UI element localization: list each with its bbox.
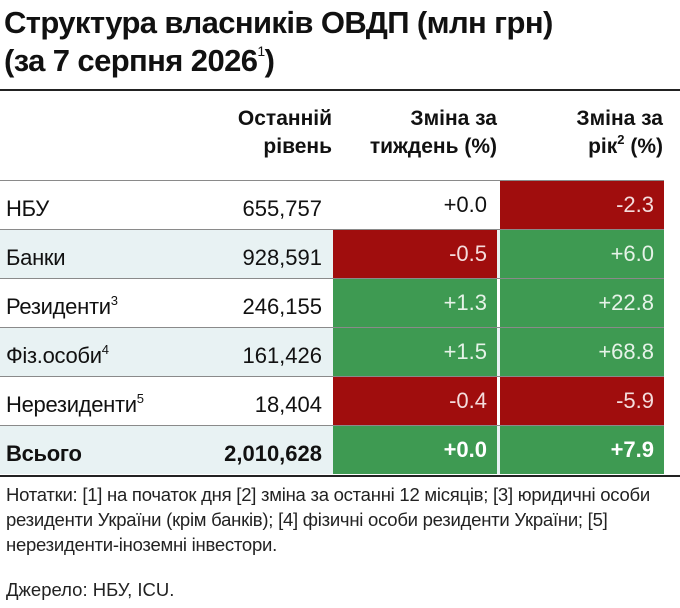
table-row: Фіз.особи4 161,426 +1.5 +68.8 — [0, 328, 664, 376]
row-name-text: Резиденти — [6, 294, 111, 319]
total-week-change: +0.0 — [333, 426, 497, 474]
row-level: 655,757 — [242, 196, 322, 221]
row-name: Фіз.особи4 — [6, 328, 109, 376]
row-week-change: -0.4 — [333, 377, 497, 425]
header-year: Зміна за рік2 (%) — [500, 105, 663, 175]
row-divider — [0, 180, 664, 181]
row-week-change: +1.5 — [333, 328, 497, 376]
table-title: Структура власників ОВДП (млн грн) (за 7… — [4, 4, 674, 80]
row-name-text: НБУ — [6, 196, 49, 221]
table-row: Банки 928,591 -0.5 +6.0 — [0, 230, 664, 278]
row-week-change: +0.0 — [443, 192, 487, 217]
row-divider — [0, 376, 664, 377]
row-name-text: Банки — [6, 245, 66, 270]
total-level: 2,010,628 — [224, 441, 322, 466]
row-name: Банки — [6, 230, 66, 278]
header-year-line-1: Зміна за — [576, 107, 663, 130]
row-level: 18,404 — [254, 392, 322, 417]
row-footnote-marker: 3 — [110, 293, 118, 308]
row-level: 928,591 — [242, 245, 322, 270]
title-line-1: Структура власників ОВДП (млн грн) — [4, 5, 553, 40]
row-name: НБУ — [6, 181, 49, 229]
row-divider — [0, 229, 664, 230]
row-year-change: +68.8 — [500, 328, 664, 376]
row-divider — [0, 327, 664, 328]
source-note: Джерело: НБУ, ICU. — [6, 579, 175, 600]
title-line-2: (за 7 серпня 20261) — [4, 42, 674, 80]
row-week-change: -0.5 — [333, 230, 497, 278]
row-level: 246,155 — [242, 294, 322, 319]
row-name-text: Фіз.особи — [6, 343, 102, 368]
footnotes: Нотатки: [1] на початок дня [2] зміна за… — [6, 484, 650, 555]
header-week-line-2: тиждень (%) — [369, 135, 497, 158]
header-level: Останній рівень — [180, 105, 332, 175]
row-year-change: +22.8 — [500, 279, 664, 327]
header-level-line-1: Останній — [237, 107, 332, 130]
header-week: Зміна за тиждень (%) — [333, 105, 497, 175]
title-line-2-suffix: ) — [264, 43, 275, 78]
table-row: Резиденти3 246,155 +1.3 +22.8 — [0, 279, 664, 327]
header-level-line-2: рівень — [263, 135, 332, 158]
table-row: Нерезиденти5 18,404 -0.4 -5.9 — [0, 377, 664, 425]
header-divider — [0, 89, 680, 91]
row-name: Нерезиденти5 — [6, 377, 144, 425]
row-year-change: -5.9 — [500, 377, 664, 425]
row-divider — [0, 425, 664, 426]
title-line-2-prefix: (за 7 серпня 2026 — [4, 43, 258, 78]
header-year-footnote-marker: 2 — [617, 132, 625, 147]
row-footnote-marker: 5 — [136, 391, 144, 406]
row-divider — [0, 278, 664, 279]
header-year-line-2: рік2 (%) — [500, 133, 663, 161]
row-year-change: +6.0 — [500, 230, 664, 278]
total-row: Всього 2,010,628 +0.0 +7.9 — [0, 426, 664, 474]
header-year-line-2-prefix: рік — [588, 135, 618, 158]
total-name: Всього — [6, 441, 82, 466]
footer-divider — [0, 475, 680, 477]
header-week-line-1: Зміна за — [410, 107, 497, 130]
row-level: 161,426 — [242, 343, 322, 368]
row-name-text: Нерезиденти — [6, 392, 137, 417]
row-year-change: -2.3 — [500, 181, 664, 229]
row-week-change: +1.3 — [333, 279, 497, 327]
title-footnote-marker: 1 — [257, 43, 265, 59]
header-year-line-2-suffix: (%) — [624, 135, 663, 158]
table-row: НБУ 655,757 +0.0 -2.3 — [0, 181, 664, 229]
row-name: Резиденти3 — [6, 279, 118, 327]
row-footnote-marker: 4 — [101, 342, 109, 357]
total-year-change: +7.9 — [500, 426, 664, 474]
